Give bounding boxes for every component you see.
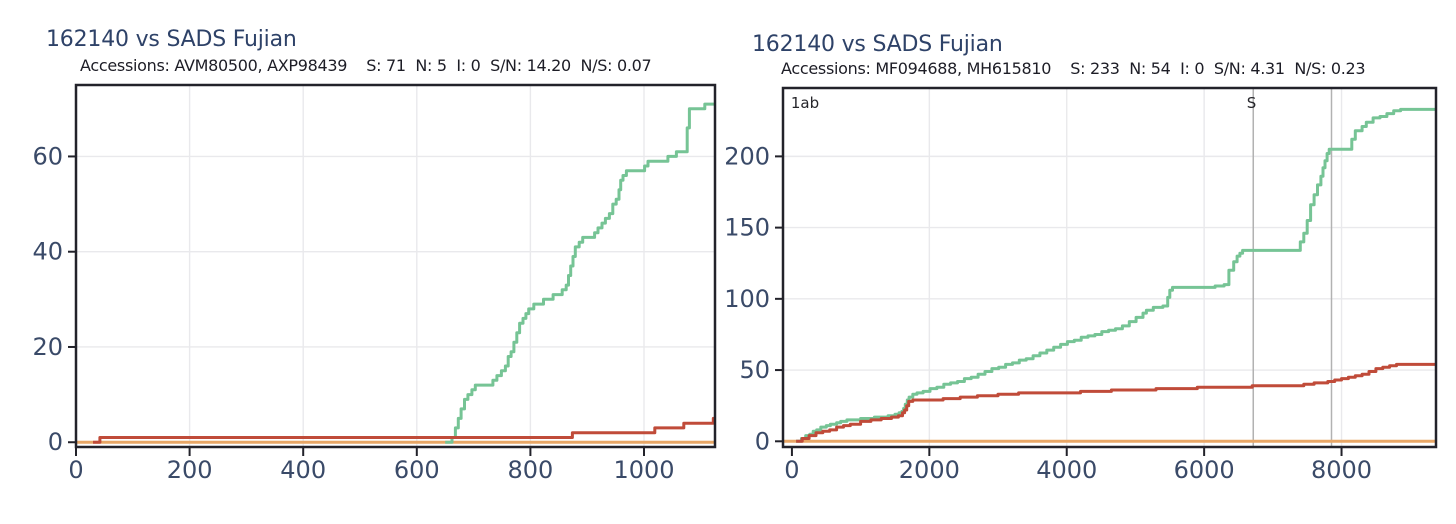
- series-line-nonsynonymous: [796, 362, 1436, 443]
- left-plot: 0 200 400 600 800 1000 0 20 40 60: [32, 83, 717, 484]
- series-line-nonsynonymous: [93, 416, 715, 444]
- x-tick-label: 4000: [1036, 456, 1097, 484]
- y-tick-label: 40: [32, 238, 63, 266]
- x-tick-label: 2000: [899, 456, 960, 484]
- y-tick-label: 20: [32, 333, 63, 361]
- right-chart-title: 162140 vs SADS Fujian: [752, 32, 1003, 57]
- region-label-S: S: [1247, 94, 1257, 112]
- series-line-synonymous: [445, 102, 715, 444]
- x-tick-label: 6000: [1174, 456, 1235, 484]
- left-chart-title: 162140 vs SADS Fujian: [46, 27, 297, 52]
- region-label-1ab: 1ab: [791, 94, 819, 112]
- y-tick-label: 200: [724, 142, 770, 170]
- plot-frame: [781, 86, 1438, 449]
- y-tick-label: 50: [739, 356, 770, 384]
- plot-frame: [74, 83, 717, 449]
- right-chart-subtitle: Accessions: MF094688, MH615810 S: 233 N:…: [781, 59, 1366, 78]
- x-tick-label: 800: [507, 456, 553, 484]
- y-tick-label: 100: [724, 285, 770, 313]
- y-tick-label: 150: [724, 214, 770, 242]
- y-tick-label: 0: [755, 427, 770, 455]
- left-chart-subtitle: Accessions: AVM80500, AXP98439 S: 71 N: …: [80, 56, 652, 75]
- x-tick-label: 400: [280, 456, 326, 484]
- x-tick-label: 0: [784, 456, 799, 484]
- y-tick-label: 60: [32, 142, 63, 170]
- x-tick-label: 600: [394, 456, 440, 484]
- x-tick-label: 8000: [1311, 456, 1372, 484]
- x-tick-label: 0: [68, 456, 83, 484]
- x-tick-label: 200: [167, 456, 213, 484]
- x-tick-label: 1000: [613, 456, 674, 484]
- series-line-synonymous: [796, 107, 1436, 443]
- right-plot: 0 2000 4000 6000 8000 0 50 100 150 200 1ab S: [724, 86, 1438, 484]
- y-tick-label: 0: [48, 428, 63, 456]
